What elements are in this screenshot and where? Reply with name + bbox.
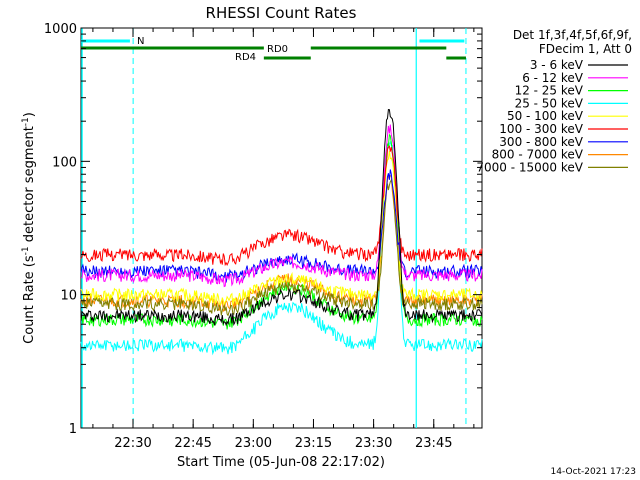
decim-flag-label: RD4 — [235, 52, 256, 63]
plot-frame — [80, 27, 483, 429]
night-boundaries — [81, 28, 467, 428]
series-line — [80, 178, 483, 317]
y-tick-label: 10 — [60, 289, 77, 304]
y-axis-ticks: 1 10 100 1000 — [44, 22, 482, 437]
legend-label: 25 - 50 keV — [515, 96, 584, 110]
series-line — [80, 169, 483, 283]
x-tick-label: 23:00 — [235, 436, 272, 451]
chart-title: RHESSI Count Rates — [206, 4, 357, 22]
legend-label: 300 - 800 keV — [499, 135, 583, 149]
series-line — [80, 140, 483, 356]
series-lines — [80, 109, 483, 356]
footer-timestamp: 14-Oct-2021 17:23 — [551, 467, 636, 477]
legend-header-line2: FDecim 1, Att 0 — [539, 42, 632, 56]
y-tick-label: 1000 — [44, 22, 77, 37]
series-line — [80, 150, 483, 306]
x-axis-ticks: 22:30 22:45 23:00 23:15 23:30 23:45 — [92, 28, 475, 451]
legend-label: 3 - 6 keV — [530, 58, 584, 72]
series-line — [80, 145, 483, 267]
legend-label: 6 - 12 keV — [522, 71, 584, 85]
legend-label: 50 - 100 keV — [507, 109, 584, 123]
y-axis-label: Count Rate (s-1 detector segment-1) — [21, 112, 37, 344]
x-tick-label: 23:45 — [415, 436, 452, 451]
x-tick-label: 22:45 — [174, 436, 211, 451]
x-axis-label: Start Time (05-Jun-08 22:17:02) — [177, 455, 385, 470]
y-tick-label: 100 — [52, 155, 77, 170]
legend-header-line1: Det 1f,3f,4f,5f,6f,9f, — [513, 28, 632, 42]
series-line — [81, 124, 483, 288]
x-tick-label: 23:15 — [295, 436, 332, 451]
legend-label: 7000 - 15000 keV — [476, 160, 583, 174]
series-line — [80, 109, 483, 327]
saa-flag-label: RD0 — [267, 44, 288, 55]
night-flag-label: N — [137, 36, 144, 47]
y-tick-label: 1 — [69, 422, 77, 437]
legend-label: 100 - 300 keV — [499, 122, 583, 136]
x-tick-label: 22:30 — [114, 436, 151, 451]
legend-label: 12 - 25 keV — [515, 84, 584, 98]
flag-bars — [81, 39, 466, 60]
legend-label: 800 - 7000 keV — [492, 148, 584, 162]
x-tick-label: 23:30 — [355, 436, 392, 451]
